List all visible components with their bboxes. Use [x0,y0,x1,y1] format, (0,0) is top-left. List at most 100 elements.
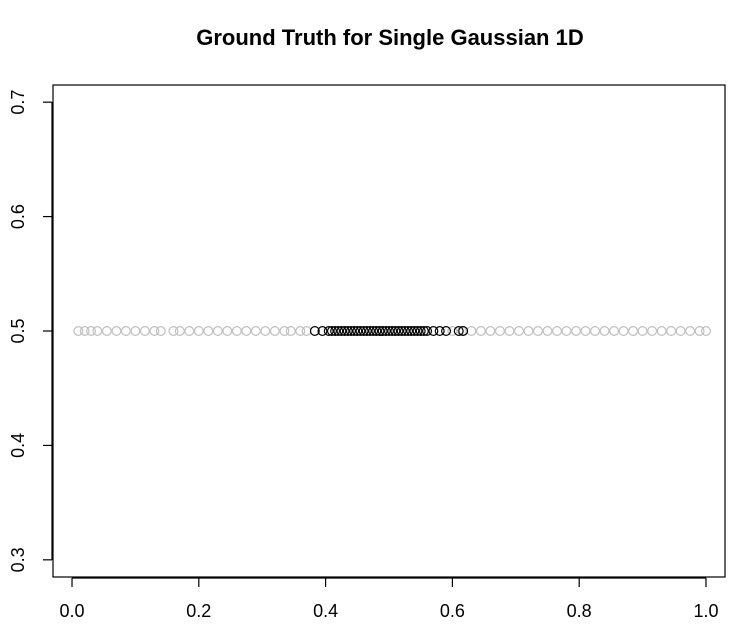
data-point [317,326,328,337]
data-point [336,326,347,337]
data-point [120,326,131,337]
data-point [384,326,395,337]
data-point [285,326,296,337]
data-point [364,326,375,337]
data-point [358,326,369,337]
data-point [685,326,696,337]
x-tick-label: 0.0 [60,601,85,621]
data-point [609,326,620,337]
y-tick-label: 0.3 [8,547,28,572]
data-point [656,326,667,337]
data-point [330,326,341,337]
data-points [73,326,711,337]
data-point [326,326,337,337]
data-point [387,326,398,337]
data-point [551,326,562,337]
data-point [618,326,629,337]
data-point [149,326,160,337]
data-point [168,326,179,337]
data-point [513,326,524,337]
data-point [231,326,242,337]
data-point [295,326,306,337]
data-point [453,326,464,337]
data-point [279,326,290,337]
data-point [260,326,271,337]
data-point [475,326,486,337]
data-point [504,326,515,337]
data-point [599,326,610,337]
data-point [571,326,582,337]
data-point [86,326,97,337]
data-point [184,326,195,337]
data-point [399,326,410,337]
data-point [390,326,401,337]
data-point [415,326,426,337]
data-point [241,326,252,337]
data-point [250,326,261,337]
data-point [447,326,458,337]
y-tick-label: 0.5 [8,318,28,343]
data-point [637,326,648,337]
data-point [355,326,366,337]
data-point [352,326,363,337]
data-point [111,326,122,337]
data-point [193,326,204,337]
data-point [409,326,420,337]
data-point [666,326,677,337]
data-point [174,326,185,337]
y-tick-label: 0.4 [8,433,28,458]
x-tick-label: 0.4 [313,601,338,621]
data-point [403,326,414,337]
data-point [494,326,505,337]
data-point [393,326,404,337]
data-point [700,326,711,337]
plot-area-frame [52,84,726,578]
data-point [79,326,90,337]
data-point [333,326,344,337]
data-point [441,326,452,337]
data-point [466,326,477,337]
data-point [222,326,233,337]
data-point [434,326,445,337]
x-axis: 0.0 0.2 0.4 0.6 0.8 1.0 [60,577,718,621]
data-point [212,326,223,337]
data-point [323,326,334,337]
data-point [342,326,353,337]
data-point [580,326,591,337]
data-point [269,326,280,337]
data-point [309,326,320,337]
data-point [73,326,84,337]
data-point [301,326,312,337]
data-point [380,326,391,337]
data-point [675,326,686,337]
data-point [428,326,439,337]
data-point [485,326,496,337]
data-point [532,326,543,337]
data-point [523,326,534,337]
data-point [339,326,350,337]
data-point [412,326,423,337]
data-point [130,326,141,337]
x-tick-label: 0.2 [186,601,211,621]
data-point [349,326,360,337]
x-tick-label: 0.8 [567,601,592,621]
data-point [406,326,417,337]
data-point [628,326,639,337]
data-point [422,326,433,337]
data-point [361,326,372,337]
x-tick-label: 0.6 [440,601,465,621]
data-point [694,326,705,337]
data-point [203,326,214,337]
data-point [139,326,150,337]
data-point [396,326,407,337]
data-point [377,326,388,337]
data-point [374,326,385,337]
data-point [368,326,379,337]
data-point [155,326,166,337]
data-point [345,326,356,337]
data-point [101,326,112,337]
data-point [418,326,429,337]
data-point [92,326,103,337]
data-point [561,326,572,337]
data-point [371,326,382,337]
